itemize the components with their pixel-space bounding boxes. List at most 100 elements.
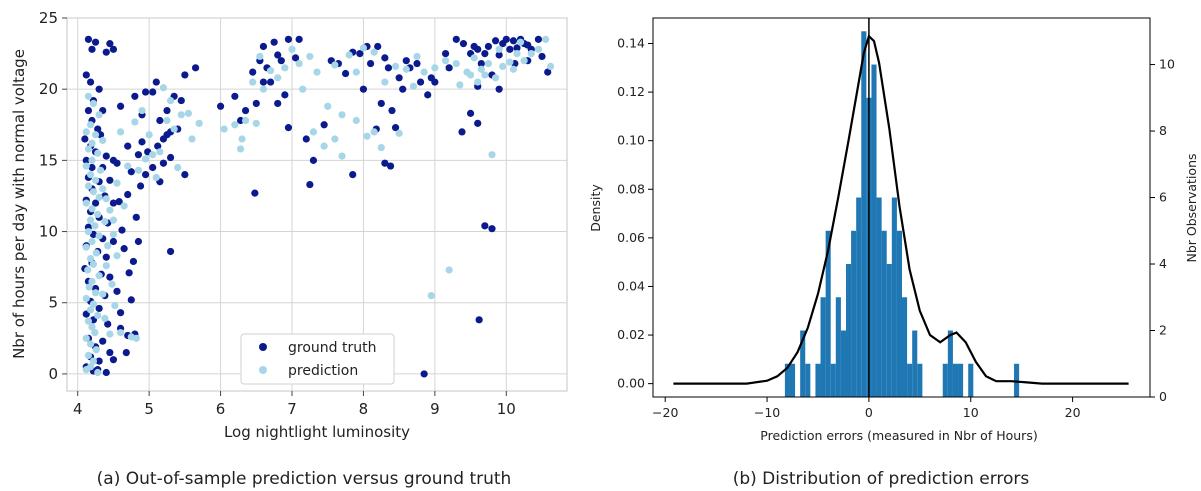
prediction-point (88, 205, 96, 213)
prediction-point (91, 222, 99, 230)
ground-truth-point (109, 199, 118, 207)
prediction-point (134, 166, 143, 174)
prediction-point (84, 92, 93, 100)
prediction-point (477, 65, 485, 73)
prediction-point (91, 176, 100, 184)
ground-truth-point (306, 180, 314, 189)
prediction-point (84, 351, 93, 360)
prediction-point (89, 99, 98, 108)
x-tick-label: 6 (216, 400, 226, 418)
ground-truth-point (88, 163, 96, 172)
ground-truth-point (495, 51, 503, 59)
prediction-point (99, 185, 107, 193)
ground-truth-point (495, 85, 503, 93)
y2-tick-label: 8 (1159, 123, 1167, 138)
ground-truth-point (127, 296, 135, 304)
x-tick-label: 5 (144, 400, 154, 418)
ground-truth-point (241, 106, 250, 115)
ground-truth-point (452, 35, 460, 43)
ground-truth-point (231, 92, 239, 100)
ground-truth-point (386, 162, 395, 170)
histogram-bar (952, 363, 959, 397)
y-tick-label: 0.02 (617, 327, 645, 342)
x-tick-label: 7 (287, 400, 297, 418)
prediction-point (104, 242, 112, 250)
ground-truth-point (502, 35, 510, 43)
prediction-point (95, 232, 103, 240)
ground-truth-point (84, 35, 93, 43)
ground-truth-point (399, 85, 407, 93)
prediction-point (163, 116, 171, 125)
ground-truth-point (82, 156, 90, 164)
ground-truth-point (249, 68, 257, 76)
prediction-point (370, 48, 378, 56)
y-tick-label: 0.06 (617, 230, 645, 245)
ground-truth-point (113, 159, 121, 167)
ground-truth-point (441, 49, 450, 58)
ground-truth-point (106, 176, 114, 184)
prediction-point (431, 64, 439, 72)
prediction-point (445, 266, 453, 274)
prediction-point (352, 68, 360, 76)
scatter-x-axis-label: Log nightlight luminosity (224, 423, 410, 441)
prediction-point (495, 45, 503, 53)
scatter-plot-area (66, 17, 568, 392)
prediction-point (313, 68, 321, 76)
ground-truth-point (474, 119, 482, 127)
prediction-point (220, 125, 228, 133)
prediction-point (88, 139, 96, 147)
prediction-point (149, 151, 157, 159)
histogram-bar (856, 197, 862, 397)
ground-truth-point (102, 48, 110, 56)
histogram-bar (784, 363, 790, 397)
prediction-point (94, 368, 102, 377)
x-tick-label: 4 (73, 400, 83, 418)
prediction-point (534, 45, 543, 53)
prediction-point (541, 35, 550, 43)
ground-truth-point (91, 199, 100, 207)
prediction-point (281, 64, 289, 72)
ground-truth-point (488, 225, 496, 233)
ground-truth-point (88, 45, 96, 53)
ground-truth-point (124, 190, 132, 199)
ground-truth-point (102, 152, 110, 160)
prediction-point (320, 142, 328, 150)
prediction-point (86, 254, 95, 263)
ground-truth-point (366, 59, 375, 68)
prediction-point (91, 289, 100, 297)
prediction-point (132, 334, 140, 342)
ground-truth-point (191, 64, 200, 72)
y-tick-label: 0.10 (617, 133, 645, 148)
prediction-point (86, 340, 95, 348)
histogram-y2-axis-label: Nbr Observations (1184, 153, 1199, 262)
prediction-point (299, 85, 307, 93)
prediction-point (177, 111, 185, 119)
ground-truth-point (291, 54, 300, 62)
prediction-point (231, 121, 239, 129)
y-tick-label: 0.00 (617, 376, 645, 391)
ground-truth-point (141, 88, 150, 96)
prediction-point (413, 52, 421, 61)
prediction-point (456, 81, 464, 89)
ground-truth-point (115, 198, 123, 206)
ground-truth-point (154, 142, 162, 150)
ground-truth-point (106, 40, 114, 48)
histogram-x-axis-label: Prediction errors (measured in Nbr of Ho… (760, 428, 1037, 443)
histogram-bar (876, 197, 882, 397)
ground-truth-point (491, 37, 500, 45)
histogram-bar (845, 264, 852, 397)
prediction-point (84, 317, 93, 325)
prediction-point (352, 116, 360, 125)
prediction-point (306, 52, 314, 61)
ground-truth-point (102, 368, 110, 377)
prediction-point (491, 74, 500, 82)
histogram-bars (784, 31, 1020, 398)
prediction-point (88, 277, 96, 285)
ground-truth-point (109, 356, 118, 364)
ground-truth-point (309, 156, 318, 164)
ground-truth-point (127, 168, 135, 176)
histogram-bar (871, 64, 877, 398)
prediction-point (381, 78, 389, 86)
ground-truth-point (96, 131, 105, 139)
